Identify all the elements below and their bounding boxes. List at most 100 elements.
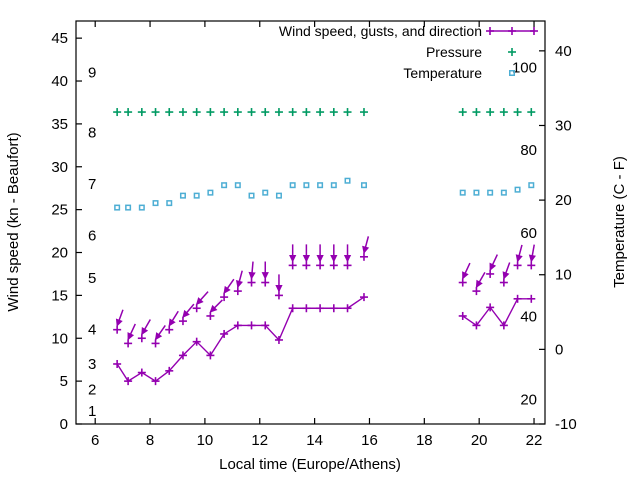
temperature-marker	[248, 192, 255, 199]
y-tick-label: 0	[60, 416, 68, 433]
y-tick-label: 5	[60, 373, 68, 390]
x-tick-label: 6	[91, 432, 99, 449]
series-wind-direction	[115, 236, 536, 341]
series-pressure	[113, 108, 536, 117]
y2-tick-label: 40	[555, 43, 572, 60]
beaufort-label: 7	[88, 176, 96, 193]
wind-direction-arrow	[528, 244, 536, 263]
y2-axis-title: Temperature (C - F)	[611, 156, 628, 288]
beaufort-label: 3	[88, 356, 96, 373]
legend-item-temperature[interactable]: Temperature	[403, 65, 515, 81]
wind-direction-arrow	[141, 319, 151, 336]
temperature-marker	[473, 189, 480, 196]
temperature-marker	[360, 182, 367, 189]
temperature-marker	[114, 204, 121, 211]
wind-direction-arrow	[115, 309, 124, 327]
wind-direction-arrow	[275, 274, 283, 293]
y-tick-label: 35	[51, 116, 68, 133]
legend-label: Wind speed, gusts, and direction	[279, 23, 482, 39]
y-tick-label: 40	[51, 73, 68, 90]
inner-scale-labels: 1 2 3 4 5 6 7 8 9 20 40 60 80 100	[88, 59, 537, 420]
beaufort-label: 4	[88, 322, 96, 339]
x-tick-label: 16	[361, 432, 378, 449]
wind-direction-arrow	[235, 270, 243, 289]
temperature-marker	[125, 204, 132, 211]
y2-tick-label: 30	[555, 117, 572, 134]
legend-marker	[509, 70, 515, 76]
x-tick-label: 18	[416, 432, 433, 449]
y2-tick-label: -10	[555, 416, 577, 433]
beaufort-label: 2	[88, 382, 96, 399]
beaufort-label: 8	[88, 124, 96, 141]
legend-label: Pressure	[426, 44, 482, 60]
y-tick-label: 25	[51, 202, 68, 219]
temperature-marker	[487, 189, 494, 196]
wind-direction-arrow	[127, 323, 136, 341]
temperature-marker	[221, 182, 228, 189]
wind-direction-arrow	[343, 244, 352, 263]
x-tick-label: 10	[197, 432, 214, 449]
x-tick-label: 20	[471, 432, 488, 449]
fahrenheit-label: 20	[520, 391, 537, 408]
temperature-marker	[275, 192, 282, 199]
fahrenheit-label: 100	[512, 59, 537, 76]
wind-direction-arrow	[316, 244, 324, 263]
y-axis-title: Wind speed (kn - Beaufort)	[5, 132, 22, 311]
y-tick-label: 15	[51, 287, 68, 304]
fahrenheit-label: 60	[520, 225, 537, 242]
beaufort-label: 5	[88, 270, 96, 287]
legend-item-pressure[interactable]: Pressure	[426, 44, 516, 60]
data-series	[113, 108, 536, 386]
x-tick-label: 14	[306, 432, 323, 449]
legend-label: Temperature	[403, 65, 482, 81]
beaufort-label: 1	[88, 403, 96, 420]
beaufort-label: 9	[88, 64, 96, 81]
series-wind-speed	[113, 293, 536, 386]
legend-item-wind-speed[interactable]: Wind speed, gusts, and direction	[279, 23, 538, 39]
series-wind-gusts	[113, 252, 536, 348]
plot-frame	[75, 20, 546, 425]
wind-direction-arrow	[195, 291, 209, 306]
temperature-marker	[193, 192, 200, 199]
temperature-marker	[138, 204, 145, 211]
temperature-marker	[234, 182, 241, 189]
series-temperature	[114, 177, 535, 211]
wind-direction-arrow	[475, 271, 486, 289]
fahrenheit-label: 40	[520, 309, 537, 326]
y2-tick-label: 0	[555, 341, 563, 358]
y-tick-label: 45	[51, 30, 68, 47]
fahrenheit-label: 80	[520, 142, 537, 159]
temperature-marker	[500, 189, 507, 196]
wind-direction-arrow	[154, 325, 166, 341]
temperature-marker	[459, 189, 466, 196]
temperature-marker	[514, 186, 521, 193]
legend[interactable]: Wind speed, gusts, and direction Pressure…	[279, 23, 538, 81]
temperature-marker	[207, 189, 214, 196]
y-tick-label: 10	[51, 330, 68, 347]
wind-direction-arrow	[248, 261, 256, 280]
y-tick-label: 30	[51, 159, 68, 176]
temperature-marker	[330, 182, 337, 189]
wind-direction-arrow	[223, 278, 235, 295]
wind-direction-arrow	[502, 262, 511, 280]
temperature-marker	[166, 200, 173, 207]
x-tick-label: 22	[526, 432, 543, 449]
wind-direction-arrow	[302, 244, 311, 263]
wind-direction-arrow	[289, 244, 297, 263]
wind-direction-arrow	[489, 254, 499, 271]
x-tick-label: 12	[251, 432, 268, 449]
temperature-marker	[344, 177, 351, 184]
wind-direction-arrow	[362, 236, 370, 254]
wind-direction-arrow	[209, 299, 223, 313]
temperature-marker	[317, 182, 324, 189]
temperature-marker	[289, 182, 296, 189]
wind-direction-arrow	[168, 310, 179, 327]
y2-tick-label: 20	[555, 192, 572, 209]
axis-titles: Local time (Europe/Athens) Wind speed (kn…	[5, 132, 628, 473]
x-axis-title: Local time (Europe/Athens)	[219, 456, 401, 473]
temperature-marker	[152, 200, 159, 207]
temperature-marker	[528, 182, 535, 189]
